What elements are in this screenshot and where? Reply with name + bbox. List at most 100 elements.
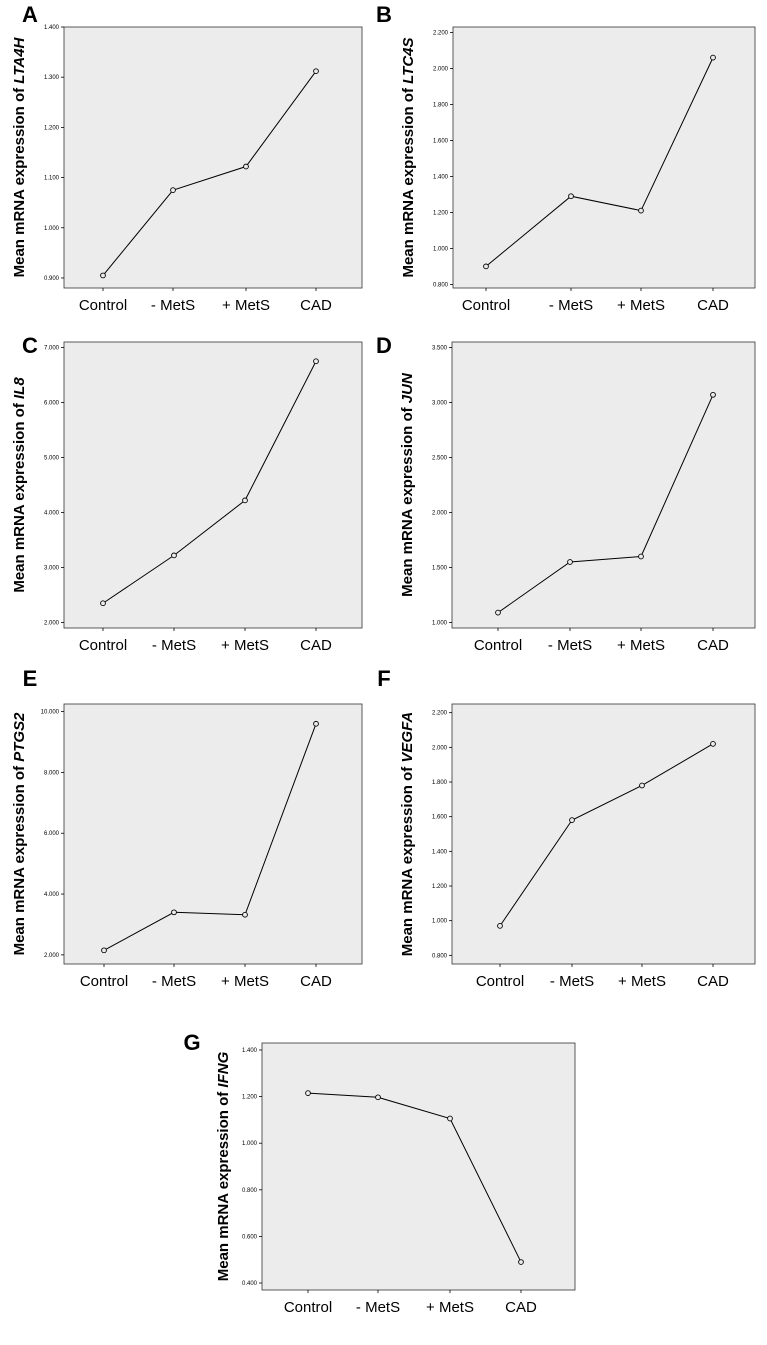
panel-a-point-mets — [243, 163, 249, 170]
panel-d-point-control — [495, 609, 501, 616]
panel-c-point-mets — [171, 552, 177, 559]
panel-c-y-tick-label: 7.000 — [44, 346, 60, 352]
panel-e-y-tick-label: 8.000 — [44, 770, 60, 776]
panel-g-x-label: Control — [284, 1299, 332, 1316]
panel-d-y-tick-label: 2.500 — [432, 456, 448, 462]
panel-e-x-label: + MetS — [221, 973, 269, 990]
panel-d-y-tick-label: 1.500 — [432, 566, 448, 572]
panel-f-y-tick-label: 1.800 — [432, 780, 448, 786]
panel-d-point-cad — [710, 391, 716, 398]
panel-d-y-tick-label: 3.000 — [432, 401, 448, 407]
panel-g-y-tick-label: 0.800 — [242, 1188, 258, 1194]
panel-c-x-label: + MetS — [221, 637, 269, 654]
panel-g-y-tick-label: 1.000 — [242, 1141, 258, 1147]
panel-g-y-axis-label: Mean mRNA expression of IFNG — [215, 1051, 232, 1281]
panel-d-x-label: Control — [474, 637, 522, 654]
panel-c-x-label: - MetS — [152, 637, 196, 654]
panel-a-x-label: + MetS — [222, 297, 270, 314]
panel-a-x-label: Control — [79, 297, 127, 314]
panel-b-y-tick-label: 1.200 — [433, 210, 449, 216]
panel-b-point-mets — [638, 207, 644, 214]
panel-c-series-line — [102, 361, 317, 604]
panel-f-point-cad — [710, 741, 716, 747]
panel-g-y-tick-label: 1.400 — [242, 1048, 258, 1054]
panel-e-point-cad — [313, 720, 319, 727]
panel-b-y-tick-label: 2.000 — [433, 66, 449, 72]
panel-c-y-tick-label: 2.000 — [44, 621, 60, 627]
panel-f-y-tick-label: 1.200 — [432, 884, 448, 890]
panel-b-point-mets — [568, 193, 574, 200]
panel-e-y-tick-label: 2.000 — [44, 953, 60, 959]
panel-a-y-tick-label: 1.400 — [44, 25, 60, 31]
panel-c-y-axis-label: Mean mRNA expression of IL8 — [11, 377, 28, 593]
panel-g-x-label: CAD — [505, 1299, 537, 1316]
panel-b-y-tick-label: 2.200 — [433, 30, 449, 36]
panel-b-y-tick-label: 1.600 — [433, 138, 449, 144]
panel-d-letter: D — [376, 333, 392, 358]
panel-d-x-label: + MetS — [617, 637, 665, 654]
panel-d-plot-area — [451, 341, 756, 629]
panel-d-series-line — [497, 394, 714, 614]
panel-f-y-tick-label: 1.600 — [432, 815, 448, 821]
panel-f-x-label: Control — [476, 973, 524, 990]
panel-e-x-label: Control — [80, 973, 128, 990]
panel-a-y-tick-label: 1.000 — [44, 226, 60, 232]
panel-b-series-line — [485, 57, 714, 267]
panel-f-y-axis-label: Mean mRNA expression of VEGFA — [399, 712, 416, 957]
panel-b-x-label: CAD — [697, 297, 729, 314]
panel-a-y-axis-label: Mean mRNA expression of LTA4H — [11, 36, 28, 277]
panel-f-plot-area — [451, 703, 756, 965]
panel-c-point-control — [100, 600, 106, 607]
panel-d-x-label: - MetS — [548, 637, 592, 654]
panel-d-y-tick-label: 1.000 — [432, 621, 448, 627]
panel-b-x-label: - MetS — [549, 297, 593, 314]
panel-g-letter: G — [183, 1030, 200, 1055]
panel-a-plot-area — [63, 26, 363, 289]
panel-b-y-tick-label: 1.400 — [433, 174, 449, 180]
panel-c-x-label: CAD — [300, 637, 332, 654]
panel-a-y-tick-label: 0.900 — [44, 276, 60, 282]
panel-g-y-tick-label: 0.600 — [242, 1234, 258, 1240]
panel-f-x-label: + MetS — [618, 973, 666, 990]
panel-f-y-tick-label: 1.000 — [432, 919, 448, 925]
panel-g-plot-area — [261, 1042, 576, 1291]
panel-e-series-line — [103, 723, 317, 951]
panel-f-point-mets — [639, 782, 645, 789]
panel-a-point-mets — [170, 187, 176, 193]
panel-d-y-tick-label: 3.500 — [432, 346, 448, 352]
panel-e-point-control — [101, 947, 107, 954]
panel-a-series-line — [102, 70, 317, 276]
panel-f-letter: F — [377, 666, 390, 691]
panel-a-y-tick-label: 1.300 — [44, 75, 60, 81]
panel-f-series-line — [499, 743, 714, 927]
panel-f-x-label: CAD — [697, 973, 729, 990]
panel-e-letter: E — [23, 666, 38, 691]
panel-g-y-tick-label: 1.200 — [242, 1095, 258, 1101]
panel-b-y-axis-label: Mean mRNA expression of LTC4S — [400, 37, 417, 277]
panel-d-point-mets — [638, 553, 644, 560]
panel-b-x-label: + MetS — [617, 297, 665, 314]
panel-a-y-tick-label: 1.100 — [44, 176, 60, 182]
panel-a-x-label: CAD — [300, 297, 332, 314]
panel-e-y-tick-label: 4.000 — [44, 892, 60, 898]
panel-g-point-mets — [375, 1094, 381, 1101]
panel-f-y-tick-label: 2.000 — [432, 745, 448, 751]
panel-c-point-cad — [313, 358, 319, 365]
panel-g-x-label: - MetS — [356, 1299, 400, 1316]
panel-b-y-tick-label: 1.000 — [433, 246, 449, 252]
panel-b-y-tick-label: 1.800 — [433, 102, 449, 108]
panel-f-x-label: - MetS — [550, 973, 594, 990]
panel-f-y-tick-label: 1.400 — [432, 849, 448, 855]
panel-c-point-mets — [242, 497, 248, 504]
panel-e-y-tick-label: 6.000 — [44, 831, 60, 837]
panel-b-plot-area — [452, 26, 756, 289]
panel-e-point-mets — [242, 911, 248, 918]
panel-a-x-label: - MetS — [151, 297, 195, 314]
panel-a-point-control — [100, 272, 106, 279]
panel-e-plot-area — [63, 703, 363, 965]
panel-e-y-tick-label: 10.000 — [41, 710, 60, 716]
panel-a-point-cad — [313, 68, 319, 75]
panel-e-point-mets — [171, 909, 177, 916]
panel-c-plot-area — [63, 341, 363, 629]
panel-g-series-line — [307, 1092, 522, 1263]
